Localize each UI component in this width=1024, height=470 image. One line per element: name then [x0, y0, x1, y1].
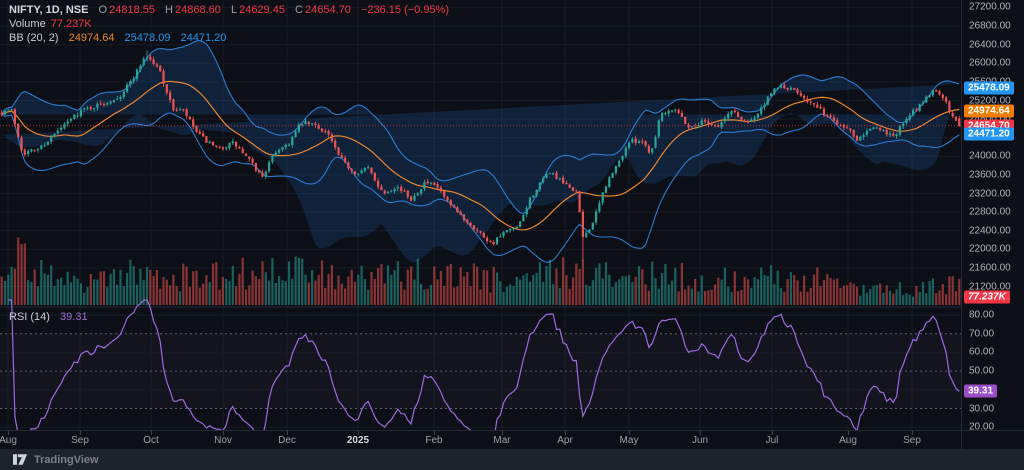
- bb-label[interactable]: BB (20, 2): [9, 32, 59, 44]
- bb-lower-value: 24471.20: [180, 32, 227, 44]
- rsi-tick-label: 20.00: [969, 421, 995, 433]
- volume-legend-row: Volume 77.237K: [9, 17, 449, 31]
- price-tick-label: 23600.00: [969, 169, 1011, 181]
- close-value: 24654.70: [304, 4, 351, 16]
- time-axis-label: Apr: [557, 435, 573, 446]
- tradingview-wordmark[interactable]: TradingView: [34, 453, 99, 466]
- bb-upper-value: 25478.09: [124, 32, 171, 44]
- rsi-legend: RSI (14) 39.31: [9, 310, 88, 324]
- time-axis-label: Mar: [493, 435, 511, 446]
- time-axis-label: Dec: [278, 435, 296, 446]
- time-axis[interactable]: Aug Sep Oct Nov Dec 2025 Feb Mar Apr May Jun Jul Aug…: [0, 430, 1024, 450]
- month-tick: [502, 431, 503, 435]
- rsi-tick-label: 70.00: [969, 328, 995, 340]
- month-tick: [358, 431, 359, 435]
- close-label: C: [295, 4, 303, 16]
- price-tick-label: 21600.00: [969, 262, 1011, 274]
- price-badge: 25478.09: [964, 81, 1014, 94]
- bb-legend-row: BB (20, 2) 24974.64 25478.09 24471.20: [9, 31, 449, 45]
- month-tick: [8, 431, 9, 435]
- price-axis[interactable]: 27200.0026800.0026400.0026000.0025600.00…: [961, 0, 1024, 449]
- time-axis-label: Sep: [903, 435, 921, 446]
- high-value: 24868.60: [175, 4, 221, 16]
- rsi-legend-row: RSI (14) 39.31: [9, 310, 88, 324]
- month-tick: [772, 431, 773, 435]
- change-value: −236.15 (−0.95%): [360, 4, 450, 16]
- high-label: H: [165, 4, 173, 16]
- time-axis-label: Aug: [0, 435, 17, 446]
- price-tick-label: 21200.00: [969, 281, 1011, 292]
- month-tick: [565, 431, 566, 435]
- month-tick: [151, 431, 152, 435]
- low-value: 24629.45: [239, 4, 285, 16]
- tradingview-logo-icon[interactable]: [13, 454, 28, 465]
- time-axis-label: May: [619, 435, 639, 446]
- chart-canvas[interactable]: [0, 0, 961, 430]
- rsi-line: [8, 299, 960, 430]
- bollinger-band: [1, 40, 960, 263]
- rsi-tick-label: 60.00: [969, 346, 995, 358]
- price-tick-label: 26000.00: [969, 57, 1011, 69]
- time-axis-label: Jun: [691, 435, 709, 446]
- low-label: L: [230, 4, 238, 16]
- price-tick-label: 26400.00: [969, 39, 1011, 51]
- price-tick-label: 27200.00: [969, 1, 1011, 13]
- price-tick-label: 25200.00: [969, 95, 1011, 106]
- price-tick-label: 22000.00: [969, 243, 1011, 255]
- price-tick-label: 24800.00: [969, 114, 1011, 125]
- price-tick-label: 22800.00: [969, 206, 1011, 218]
- month-tick: [223, 431, 224, 435]
- price-badge: 24974.64: [964, 104, 1014, 118]
- volume-value: 77.237K: [50, 18, 92, 30]
- candlestick-series: [0, 50, 961, 261]
- month-tick: [700, 431, 701, 435]
- rsi-tick-label: 80.00: [969, 309, 995, 321]
- volume-badge: 77.237K: [964, 290, 1010, 304]
- time-axis-label: Feb: [425, 435, 443, 446]
- price-tick-label: 22400.00: [969, 225, 1011, 237]
- volume-label[interactable]: Volume: [9, 18, 46, 30]
- time-axis-label: Sep: [71, 435, 89, 446]
- month-tick: [848, 431, 849, 435]
- time-axis-label: Aug: [839, 435, 857, 446]
- open-value: 24818.55: [109, 4, 155, 16]
- rsi-label[interactable]: RSI (14): [9, 311, 50, 323]
- month-tick: [434, 431, 435, 435]
- time-axis-label: Oct: [143, 435, 159, 446]
- time-axis-label: Jul: [765, 435, 779, 446]
- month-tick: [912, 431, 913, 435]
- footer-bar: TradingView: [0, 449, 1024, 470]
- open-label: O: [98, 4, 108, 16]
- bb-basis-value: 24974.64: [68, 32, 115, 44]
- month-tick: [287, 431, 288, 435]
- price-tick-label: 23200.00: [969, 188, 1011, 199]
- rsi-tick-label: 30.00: [969, 403, 995, 414]
- volume-series: [0, 237, 961, 305]
- symbol-legend-row: NIFTY, 1D, NSE O 24818.55 H 24868.60 L 2462…: [9, 3, 449, 17]
- rsi-tick-label: 50.00: [969, 365, 995, 377]
- month-tick: [80, 431, 81, 435]
- price-badge: 24471.20: [964, 127, 1014, 141]
- time-axis-label: 2025: [346, 435, 370, 446]
- main-legend: NIFTY, 1D, NSE O 24818.55 H 24868.60 L 2462…: [9, 3, 449, 45]
- price-tick-label: 24000.00: [969, 150, 1011, 162]
- symbol-title[interactable]: NIFTY, 1D, NSE: [9, 4, 89, 16]
- rsi-pane: [0, 299, 961, 430]
- time-axis-label: Nov: [214, 435, 232, 446]
- price-tick-label: 26800.00: [969, 20, 1011, 32]
- month-tick: [629, 431, 630, 435]
- rsi-badge: 39.31: [964, 384, 998, 398]
- rsi-value: 39.31: [60, 311, 88, 323]
